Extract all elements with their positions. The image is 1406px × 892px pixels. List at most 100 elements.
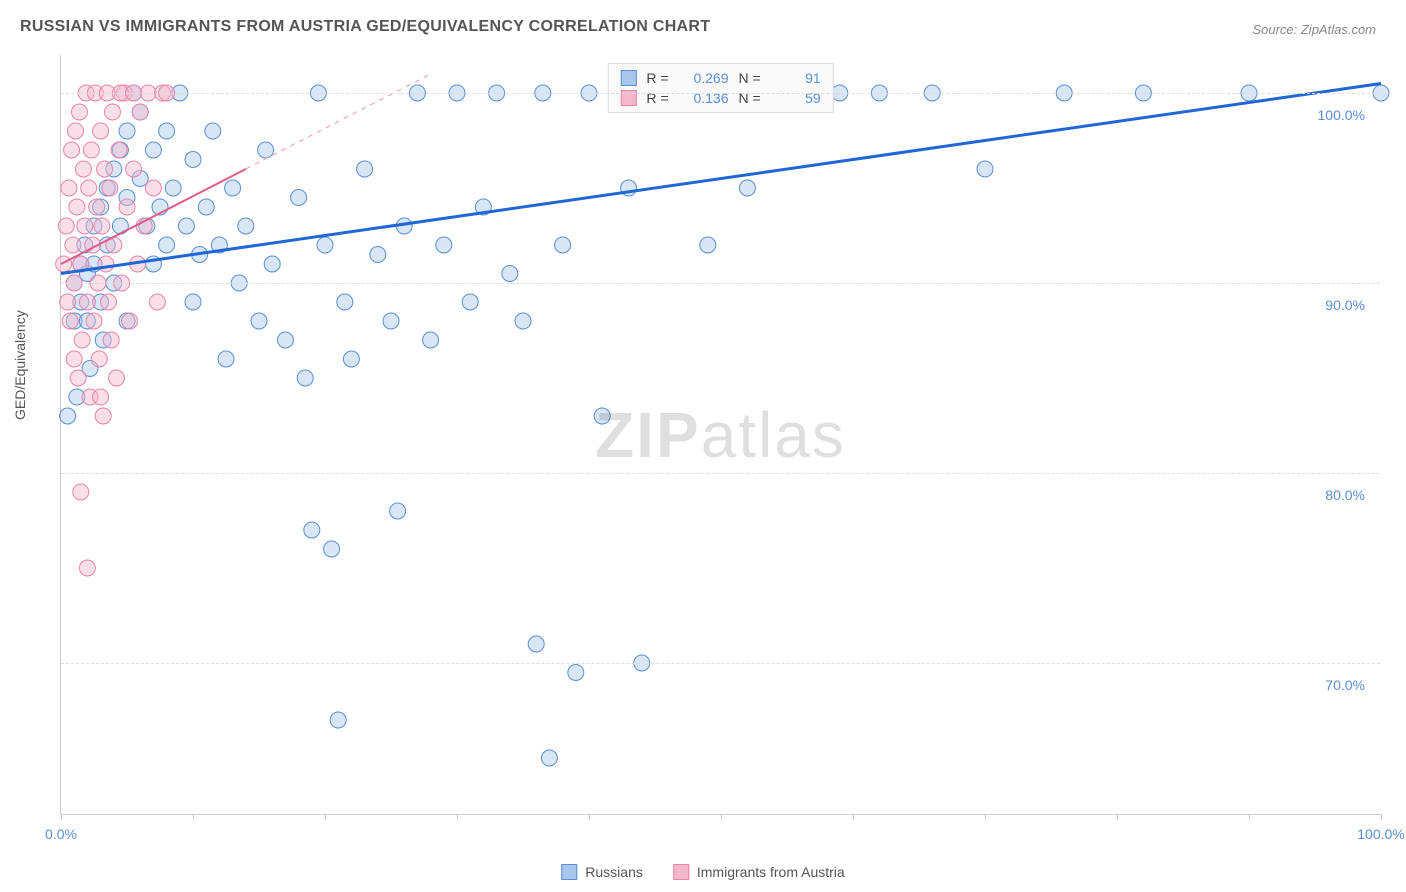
scatter-point [79, 294, 95, 310]
scatter-point [149, 294, 165, 310]
scatter-point [104, 104, 120, 120]
scatter-point [225, 180, 241, 196]
scatter-point [65, 237, 81, 253]
scatter-point [568, 665, 584, 681]
scatter-point [62, 313, 78, 329]
y-tick-label: 90.0% [1325, 297, 1365, 313]
scatter-point [337, 294, 353, 310]
scatter-point [94, 218, 110, 234]
scatter-point [91, 351, 107, 367]
scatter-point [102, 180, 118, 196]
scatter-point [145, 142, 161, 158]
scatter-point [330, 712, 346, 728]
scatter-point [700, 237, 716, 253]
x-tick-mark [985, 814, 986, 820]
series-legend-label: Russians [585, 864, 643, 880]
x-tick-mark [1117, 814, 1118, 820]
scatter-point [145, 180, 161, 196]
y-tick-label: 80.0% [1325, 487, 1365, 503]
scatter-point [93, 123, 109, 139]
legend-n-label: N = [739, 70, 761, 86]
chart-title: RUSSIAN VS IMMIGRANTS FROM AUSTRIA GED/E… [20, 18, 710, 36]
series-legend-item: Immigrants from Austria [673, 864, 845, 880]
scatter-point [89, 199, 105, 215]
scatter-point [218, 351, 234, 367]
scatter-point [423, 332, 439, 348]
scatter-point [357, 161, 373, 177]
gridline [61, 93, 1380, 94]
scatter-point [119, 123, 135, 139]
x-tick-mark [1249, 814, 1250, 820]
scatter-point [297, 370, 313, 386]
x-tick-mark [193, 814, 194, 820]
scatter-point [436, 237, 452, 253]
scatter-point [185, 152, 201, 168]
scatter-point [178, 218, 194, 234]
scatter-point [515, 313, 531, 329]
plot-area: ZIPatlas R =0.269N =91R =0.136N =59 70.0… [60, 55, 1380, 815]
x-tick-label: 0.0% [45, 826, 77, 842]
x-tick-mark [325, 814, 326, 820]
x-tick-label: 100.0% [1357, 826, 1404, 842]
scatter-point [56, 256, 72, 272]
scatter-point [101, 294, 117, 310]
series-legend-item: Russians [561, 864, 643, 880]
scatter-point [68, 123, 84, 139]
scatter-point [165, 180, 181, 196]
scatter-point [119, 199, 135, 215]
scatter-svg [61, 55, 1380, 814]
legend-swatch [673, 864, 689, 880]
scatter-point [238, 218, 254, 234]
scatter-point [390, 503, 406, 519]
scatter-point [264, 256, 280, 272]
x-tick-mark [853, 814, 854, 820]
legend-row: R =0.136N =59 [620, 88, 820, 108]
y-axis-label: GED/Equivalency [12, 310, 28, 420]
trend-line-extrapolated [246, 74, 431, 169]
scatter-point [79, 560, 95, 576]
x-tick-mark [457, 814, 458, 820]
scatter-point [205, 123, 221, 139]
correlation-legend: R = 0.269 N = 91 R =0.136N =59 [607, 63, 833, 113]
scatter-point [71, 104, 87, 120]
scatter-point [258, 142, 274, 158]
scatter-point [108, 370, 124, 386]
scatter-point [83, 142, 99, 158]
legend-swatch [561, 864, 577, 880]
scatter-point [198, 199, 214, 215]
scatter-point [324, 541, 340, 557]
legend-n-value: 91 [771, 70, 821, 86]
legend-r-value: 0.269 [679, 70, 729, 86]
scatter-point [61, 180, 77, 196]
scatter-point [370, 247, 386, 263]
scatter-point [126, 161, 142, 177]
legend-r-label: R = [646, 70, 668, 86]
scatter-point [159, 123, 175, 139]
scatter-point [185, 294, 201, 310]
scatter-point [528, 636, 544, 652]
scatter-point [93, 389, 109, 405]
scatter-point [86, 313, 102, 329]
scatter-point [977, 161, 993, 177]
legend-swatch [620, 70, 636, 86]
y-tick-label: 100.0% [1318, 107, 1365, 123]
scatter-point [343, 351, 359, 367]
scatter-point [103, 332, 119, 348]
scatter-point [70, 370, 86, 386]
scatter-point [75, 161, 91, 177]
scatter-point [98, 256, 114, 272]
scatter-point [277, 332, 293, 348]
gridline [61, 663, 1380, 664]
scatter-point [594, 408, 610, 424]
scatter-point [251, 313, 267, 329]
scatter-point [60, 408, 76, 424]
scatter-point [739, 180, 755, 196]
scatter-point [74, 332, 90, 348]
x-tick-mark [721, 814, 722, 820]
series-legend-label: Immigrants from Austria [697, 864, 845, 880]
scatter-point [555, 237, 571, 253]
y-tick-label: 70.0% [1325, 677, 1365, 693]
gridline [61, 283, 1380, 284]
scatter-point [81, 180, 97, 196]
gridline [61, 473, 1380, 474]
